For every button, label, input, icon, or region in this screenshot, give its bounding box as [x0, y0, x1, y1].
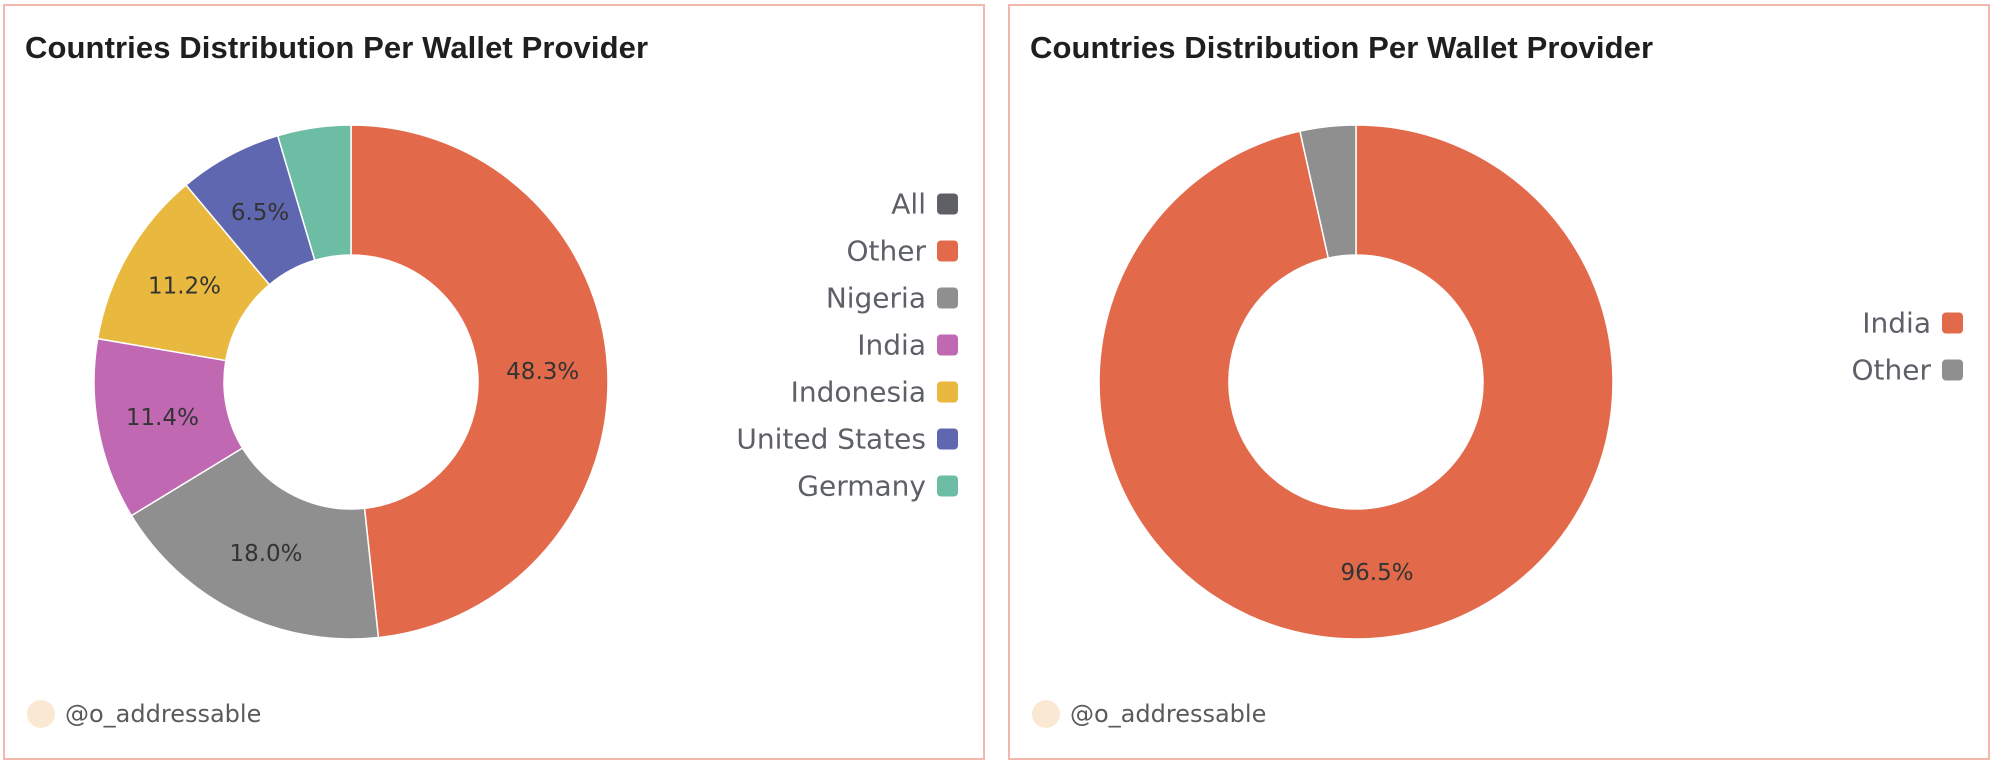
- author-name[interactable]: @o_addressable: [65, 700, 262, 728]
- donut-chart-right: 96.5% India Other: [1098, 124, 1963, 640]
- legend-swatch: [937, 334, 958, 356]
- author-attribution[interactable]: @o_addressable: [1032, 698, 1266, 730]
- author-avatar: [1032, 700, 1060, 728]
- chart-card-right: Countries Distribution Per Wallet Provid…: [1008, 4, 1990, 760]
- legend-label: Other: [846, 235, 926, 268]
- slice-other[interactable]: [1299, 124, 1357, 259]
- legend-item-all[interactable]: All: [891, 188, 958, 221]
- legend-item-india[interactable]: India: [857, 329, 958, 362]
- legend-item-indonesia[interactable]: Indonesia: [791, 376, 958, 409]
- chart-card-left: Countries Distribution Per Wallet Provid…: [3, 4, 985, 760]
- legend-swatch: [937, 428, 958, 450]
- legend-swatch: [937, 193, 958, 215]
- slice-label-nigeria: 18.0%: [229, 541, 302, 567]
- donut-chart-left: 48.3% 18.0% 11.4% 11.2% 6.5% All Other Nigeria I…: [93, 124, 958, 640]
- legend-item-other[interactable]: Other: [846, 235, 958, 268]
- legend-item-germany[interactable]: Germany: [797, 470, 958, 503]
- legend-swatch: [1942, 359, 1963, 381]
- slice-germany[interactable]: [276, 124, 352, 262]
- slice-label-india: 11.4%: [126, 405, 199, 431]
- slice-label-united-states: 6.5%: [231, 200, 289, 226]
- legend-label: India: [1862, 307, 1931, 340]
- legend-label: Indonesia: [791, 376, 926, 409]
- author-name[interactable]: @o_addressable: [1070, 700, 1267, 728]
- legend-label: India: [857, 329, 926, 362]
- legend-swatch: [937, 287, 958, 309]
- legend-item-india[interactable]: India: [1862, 307, 1963, 340]
- legend-label: Germany: [797, 470, 926, 503]
- legend-swatch: [937, 381, 958, 403]
- author-attribution[interactable]: @o_addressable: [27, 698, 261, 730]
- slice-other[interactable]: [350, 124, 609, 639]
- slice-label-indonesia: 11.2%: [148, 273, 221, 299]
- legend-swatch: [1942, 312, 1963, 334]
- legend-item-nigeria[interactable]: Nigeria: [826, 282, 958, 315]
- legend-label: All: [891, 188, 926, 221]
- legend-swatch: [937, 475, 958, 497]
- legend-label: Nigeria: [826, 282, 926, 315]
- slice-label-india: 96.5%: [1341, 560, 1414, 586]
- legend-item-united-states[interactable]: United States: [736, 423, 958, 456]
- author-avatar: [27, 700, 55, 728]
- slice-label-other: 48.3%: [506, 359, 579, 385]
- slice-india[interactable]: [1098, 124, 1614, 640]
- legend-item-other[interactable]: Other: [1851, 354, 1963, 387]
- slice-nigeria[interactable]: [130, 446, 380, 640]
- chart-title: Countries Distribution Per Wallet Provid…: [25, 30, 649, 65]
- legend-label: United States: [736, 423, 926, 456]
- legend-label: Other: [1851, 354, 1931, 387]
- legend-swatch: [937, 240, 958, 262]
- chart-title: Countries Distribution Per Wallet Provid…: [1030, 30, 1654, 65]
